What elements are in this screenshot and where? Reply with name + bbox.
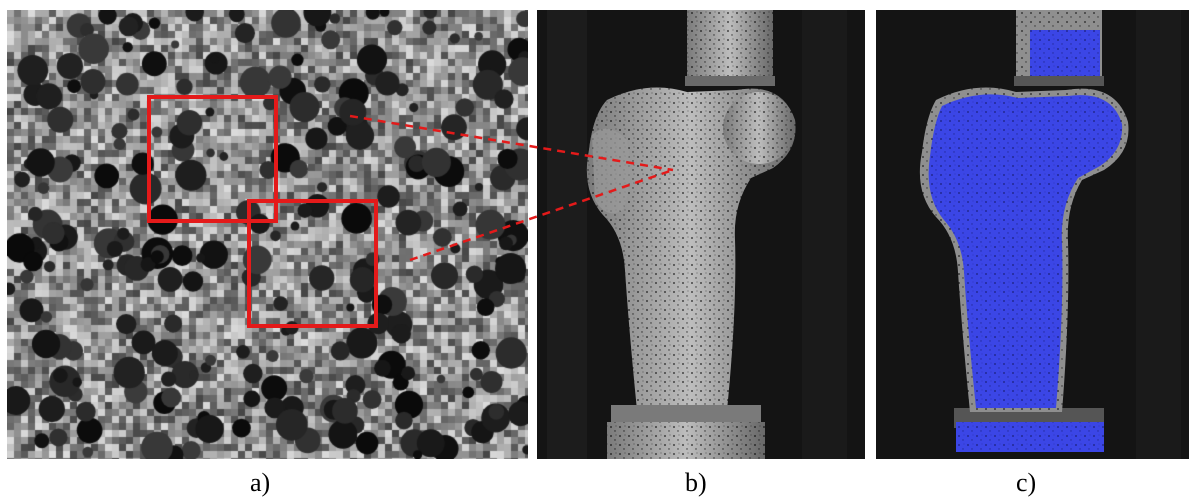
roi-mask <box>928 30 1123 452</box>
speckle-zoom-image <box>7 10 528 459</box>
femur <box>586 87 796 410</box>
connector-line-1 <box>349 114 674 172</box>
caption-a: a) <box>250 468 271 497</box>
lower-clamp <box>607 405 765 459</box>
femur-speckle-image <box>537 10 865 459</box>
caption-c: c) <box>1016 468 1037 497</box>
connector-line-2 <box>409 168 674 262</box>
femur-roi-image <box>876 10 1189 459</box>
subset-box-1 <box>147 95 278 223</box>
upper-clamp <box>685 10 775 86</box>
subset-box-2 <box>247 199 378 328</box>
caption-b: b) <box>685 468 707 497</box>
